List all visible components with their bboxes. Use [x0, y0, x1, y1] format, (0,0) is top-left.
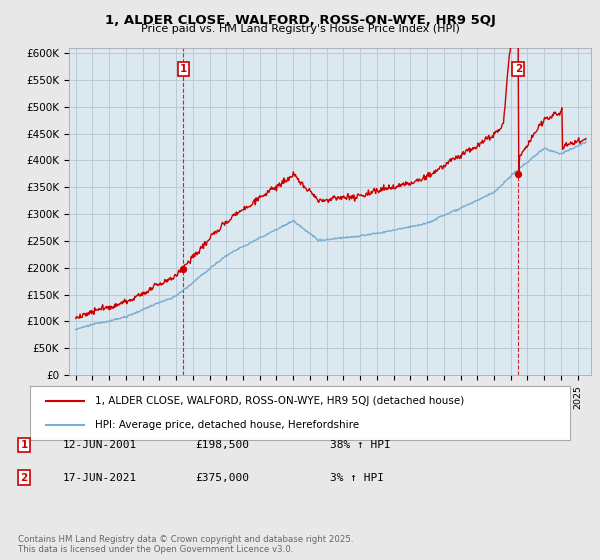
Text: 12-JUN-2001: 12-JUN-2001: [63, 440, 137, 450]
Point: [179, 264, 188, 273]
Text: 1: 1: [180, 64, 187, 74]
Text: 38% ↑ HPI: 38% ↑ HPI: [330, 440, 391, 450]
Text: 3% ↑ HPI: 3% ↑ HPI: [330, 473, 384, 483]
Text: HPI: Average price, detached house, Herefordshire: HPI: Average price, detached house, Here…: [95, 419, 359, 430]
Text: Price paid vs. HM Land Registry's House Price Index (HPI): Price paid vs. HM Land Registry's House …: [140, 24, 460, 34]
Text: 1, ALDER CLOSE, WALFORD, ROSS-ON-WYE, HR9 5QJ (detached house): 1, ALDER CLOSE, WALFORD, ROSS-ON-WYE, HR…: [95, 396, 464, 407]
Text: 17-JUN-2021: 17-JUN-2021: [63, 473, 137, 483]
Text: 1: 1: [20, 440, 28, 450]
Point: [514, 169, 523, 178]
Text: £198,500: £198,500: [195, 440, 249, 450]
Text: £375,000: £375,000: [195, 473, 249, 483]
Text: 1, ALDER CLOSE, WALFORD, ROSS-ON-WYE, HR9 5QJ: 1, ALDER CLOSE, WALFORD, ROSS-ON-WYE, HR…: [104, 14, 496, 27]
Text: 2: 2: [20, 473, 28, 483]
Text: 2: 2: [515, 64, 522, 74]
Text: Contains HM Land Registry data © Crown copyright and database right 2025.
This d: Contains HM Land Registry data © Crown c…: [18, 535, 353, 554]
